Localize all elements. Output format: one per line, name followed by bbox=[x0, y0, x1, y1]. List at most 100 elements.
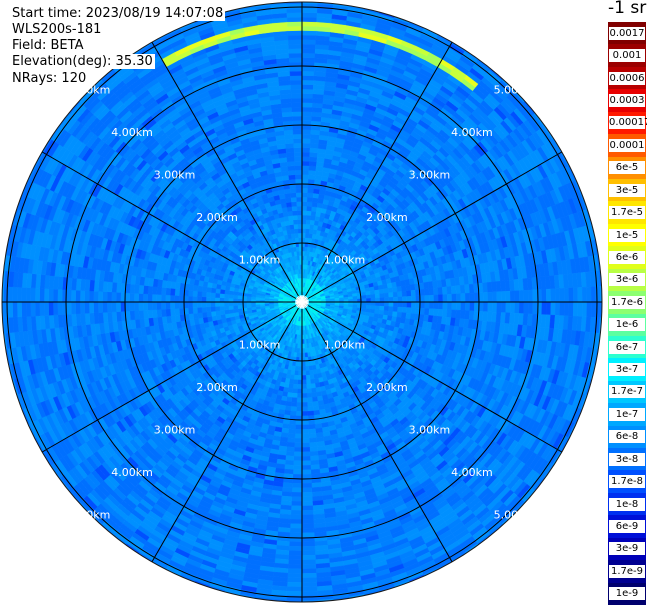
beta-cell bbox=[307, 178, 316, 185]
beta-cell bbox=[301, 577, 317, 583]
beta-cell bbox=[306, 383, 312, 390]
beta-cell bbox=[532, 289, 538, 303]
beta-cell bbox=[446, 309, 453, 318]
beta-cell bbox=[384, 297, 390, 303]
beta-cell bbox=[424, 288, 430, 296]
beta-cell bbox=[301, 438, 310, 444]
beta-cell bbox=[296, 397, 303, 403]
beta-cell bbox=[301, 16, 318, 23]
beta-cell bbox=[586, 286, 592, 303]
beta-cell bbox=[420, 295, 426, 303]
beta-cell bbox=[406, 301, 412, 308]
beta-cell bbox=[392, 286, 398, 293]
beta-cell bbox=[289, 527, 303, 534]
beta-cell bbox=[429, 294, 435, 303]
beta-cell bbox=[309, 151, 318, 158]
beta-cell bbox=[308, 165, 317, 171]
beta-cell bbox=[290, 518, 303, 525]
beta-cell bbox=[388, 292, 394, 298]
beta-cell bbox=[343, 296, 349, 301]
beta-cell bbox=[433, 308, 439, 317]
beta-cell bbox=[523, 289, 529, 303]
beta-cell bbox=[291, 392, 298, 399]
beta-cell bbox=[289, 523, 303, 529]
beta-cell bbox=[304, 361, 309, 367]
beta-cell bbox=[309, 455, 319, 461]
beta-cell bbox=[287, 563, 303, 570]
beta-cell bbox=[301, 442, 310, 448]
beta-cell bbox=[301, 30, 317, 36]
beta-cell bbox=[309, 450, 319, 457]
beta-cell bbox=[469, 292, 475, 303]
beta-cell bbox=[286, 590, 303, 597]
beta-cell bbox=[301, 527, 315, 534]
beta-cell bbox=[301, 93, 314, 99]
beta-cell bbox=[293, 460, 303, 466]
beta-cell bbox=[456, 293, 462, 303]
beta-cell bbox=[307, 410, 315, 417]
beta-cell bbox=[433, 294, 439, 303]
beta-cell bbox=[301, 550, 316, 556]
beta-cell bbox=[447, 301, 453, 311]
beta-cell bbox=[306, 388, 312, 394]
beta-cell bbox=[348, 296, 354, 300]
beta-cell bbox=[287, 577, 303, 583]
beta-cell bbox=[301, 178, 309, 184]
beta-cell bbox=[581, 286, 588, 303]
beta-cell bbox=[397, 306, 403, 313]
beta-cell bbox=[287, 572, 303, 579]
beta-cell bbox=[287, 568, 303, 574]
beta-cell bbox=[307, 401, 314, 408]
beta-cell bbox=[301, 370, 307, 376]
beta-cell bbox=[306, 392, 313, 399]
beta-cell bbox=[301, 469, 312, 475]
beta-cell bbox=[465, 292, 471, 303]
beta-cell bbox=[303, 343, 308, 349]
beta-cell bbox=[474, 301, 480, 312]
beta-cell bbox=[428, 287, 435, 296]
beta-cell bbox=[433, 287, 439, 296]
beta-cell bbox=[298, 366, 303, 372]
beta-cell bbox=[374, 305, 381, 311]
beta-cell bbox=[510, 290, 516, 303]
beta-cell bbox=[301, 156, 310, 162]
beta-cell bbox=[370, 305, 376, 310]
beta-cell bbox=[388, 297, 394, 303]
beta-cell bbox=[301, 133, 312, 139]
beta-cell bbox=[450, 309, 457, 319]
beta-cell bbox=[420, 301, 426, 309]
beta-cell bbox=[527, 289, 534, 303]
beta-cell bbox=[514, 301, 520, 314]
beta-cell bbox=[424, 295, 430, 303]
beta-cell bbox=[393, 296, 399, 303]
beta-cell bbox=[388, 306, 394, 312]
beta-cell bbox=[301, 541, 316, 547]
beta-cell bbox=[291, 496, 303, 502]
beta-cell bbox=[406, 296, 412, 303]
beta-cell bbox=[306, 214, 312, 221]
beta-cell bbox=[392, 311, 398, 318]
beta-cell bbox=[292, 383, 298, 390]
beta-cell bbox=[292, 483, 303, 489]
beta-cell bbox=[301, 518, 314, 525]
beta-cell bbox=[510, 301, 516, 314]
beta-cell bbox=[301, 545, 316, 552]
beta-cell bbox=[590, 301, 597, 318]
beta-cell bbox=[301, 406, 308, 412]
beta-cell bbox=[397, 301, 403, 308]
beta-cell bbox=[301, 7, 318, 14]
beta-cell bbox=[469, 301, 475, 312]
beta-cell bbox=[301, 496, 313, 502]
beta-cell bbox=[308, 369, 314, 376]
beta-cell bbox=[301, 563, 317, 570]
beta-cell bbox=[301, 465, 312, 471]
beta-cell bbox=[307, 196, 314, 203]
beta-cell bbox=[387, 287, 394, 294]
beta-cell bbox=[290, 401, 297, 408]
beta-cell bbox=[305, 374, 311, 381]
beta-cell bbox=[455, 285, 461, 295]
beta-cell bbox=[308, 428, 317, 435]
beta-cell bbox=[286, 442, 295, 448]
beta-cell bbox=[505, 290, 511, 303]
beta-cell bbox=[309, 446, 318, 453]
